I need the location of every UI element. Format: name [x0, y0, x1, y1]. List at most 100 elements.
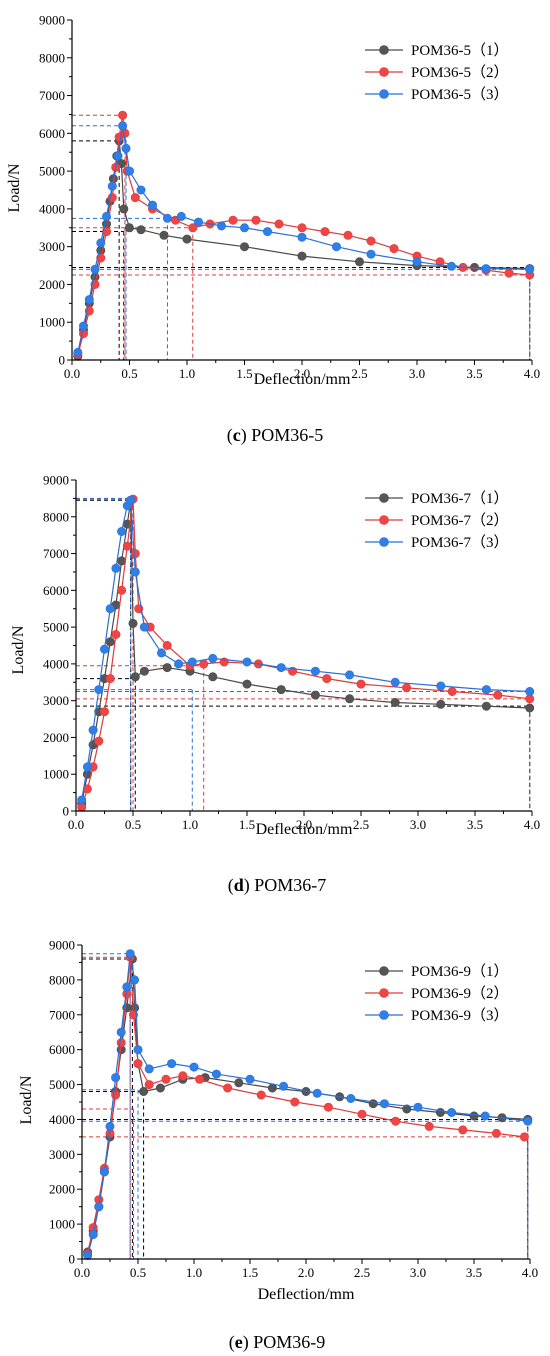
data-point — [102, 219, 112, 229]
data-point — [240, 242, 250, 252]
y-tick-label: 2000 — [49, 1182, 75, 1197]
data-point — [279, 1081, 289, 1091]
data-point — [481, 701, 491, 711]
data-point — [100, 707, 110, 717]
data-point — [290, 1097, 300, 1107]
data-point — [245, 1074, 255, 1084]
data-point — [113, 151, 123, 161]
data-point — [366, 249, 376, 259]
data-point — [88, 725, 98, 735]
data-point — [130, 549, 140, 559]
data-point — [139, 666, 149, 676]
data-point — [310, 666, 320, 676]
data-point — [320, 227, 330, 237]
data-point — [162, 213, 172, 223]
data-point — [139, 622, 149, 632]
data-point — [96, 253, 106, 263]
legend-marker — [379, 988, 389, 998]
x-tick-label: 2.5 — [351, 366, 367, 381]
data-point — [117, 526, 127, 536]
data-point — [297, 223, 307, 233]
y-tick-label: 9000 — [43, 473, 69, 488]
y-tick-label: 3000 — [43, 693, 69, 708]
data-point — [525, 703, 535, 713]
x-tick-label: 3.5 — [466, 366, 482, 381]
data-point — [157, 648, 167, 658]
y-tick-label: 5000 — [49, 1077, 75, 1092]
x-tick-label: 0.5 — [130, 1265, 146, 1280]
data-point — [240, 223, 250, 233]
y-tick-label: 1000 — [43, 767, 69, 782]
y-tick-label: 1000 — [49, 1217, 75, 1232]
y-tick-label: 7000 — [43, 546, 69, 561]
data-point — [357, 1109, 367, 1119]
y-tick-label: 1000 — [39, 315, 65, 330]
data-point — [130, 975, 140, 985]
caption-letter: e — [235, 1332, 243, 1352]
data-point — [242, 679, 252, 689]
y-tick-label: 6000 — [39, 126, 65, 141]
data-point — [79, 321, 89, 331]
data-point — [122, 541, 132, 551]
data-point — [126, 495, 136, 505]
x-tick-label: 2.5 — [354, 1265, 370, 1280]
x-tick-label: 2.0 — [296, 817, 312, 832]
data-point — [94, 685, 104, 695]
data-point — [102, 227, 112, 237]
y-tick-label: 5000 — [43, 620, 69, 635]
data-point — [366, 236, 376, 246]
x-tick-label: 4.0 — [524, 817, 540, 832]
legend-label: POM36-9（3） — [411, 1007, 509, 1024]
data-point — [391, 1116, 401, 1126]
data-point — [96, 238, 106, 248]
data-point — [262, 227, 272, 237]
data-point — [99, 1167, 109, 1177]
data-point — [111, 1073, 121, 1083]
y-tick-label: 7000 — [39, 88, 65, 103]
data-point — [435, 1108, 445, 1118]
y-tick-label: 2000 — [39, 277, 65, 292]
data-point — [144, 1064, 154, 1074]
data-point — [251, 215, 261, 225]
data-point — [481, 685, 491, 695]
plot-area-d: 0 1000 2000 3000 4000 5000 6000 7000 8000 9000 0.0… — [43, 473, 540, 833]
data-point — [90, 272, 100, 282]
x-tick-label: 2.5 — [353, 817, 369, 832]
y-tick-label: 4000 — [43, 656, 69, 671]
y-tick-label: 3000 — [49, 1147, 75, 1162]
data-point — [504, 268, 514, 278]
x-tick-label: 0.5 — [121, 366, 137, 381]
data-point — [491, 1128, 501, 1138]
data-point — [331, 242, 341, 252]
legend-label: POM36-5（2） — [411, 64, 509, 81]
data-point — [102, 211, 112, 221]
data-point — [174, 659, 184, 669]
data-point — [144, 1080, 154, 1090]
legend-label: POM36-7（1） — [411, 490, 509, 507]
data-point — [176, 211, 186, 221]
legend-marker — [379, 1010, 389, 1020]
x-tick-label: 1.0 — [182, 817, 198, 832]
data-point — [297, 232, 307, 242]
data-point — [100, 644, 110, 654]
y-axis-label: Load/N — [6, 163, 23, 212]
data-point — [111, 563, 121, 573]
y-tick-label: 8000 — [49, 972, 75, 987]
y-tick-label: 4000 — [39, 201, 65, 216]
data-point — [228, 215, 238, 225]
y-tick-label: 8000 — [39, 50, 65, 65]
data-point — [162, 663, 172, 673]
y-tick-label: 6000 — [49, 1042, 75, 1057]
data-point — [436, 681, 446, 691]
data-point — [182, 234, 192, 244]
y-tick-label: 9000 — [49, 938, 75, 953]
series-line — [77, 140, 530, 357]
legend-label: POM36-7（2） — [411, 512, 509, 529]
data-point — [211, 1069, 221, 1079]
y-tick-label: 2000 — [43, 730, 69, 745]
data-point — [125, 166, 135, 176]
data-point — [413, 1102, 423, 1112]
data-point — [119, 204, 129, 214]
x-tick-label: 1.5 — [236, 366, 252, 381]
